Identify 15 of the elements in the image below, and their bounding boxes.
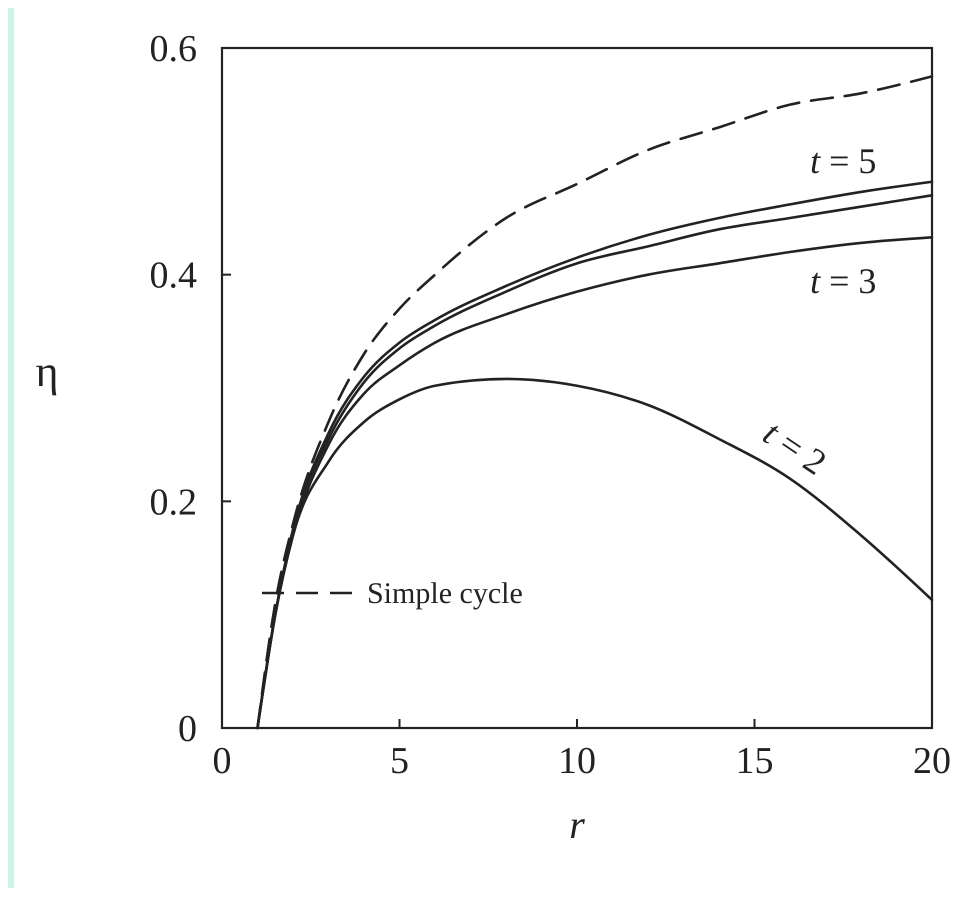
x-tick-label: 0: [212, 740, 232, 782]
x-tick-label: 10: [558, 740, 596, 782]
x-axis-title: r: [569, 802, 586, 847]
x-tick-label: 20: [913, 740, 951, 782]
y-axis-title: η: [35, 347, 59, 396]
x-tick-label: 5: [390, 740, 409, 782]
series-label: t = 5: [810, 141, 876, 182]
x-tick-label: 15: [736, 740, 774, 782]
y-tick-label: 0.6: [150, 28, 197, 70]
text: t = 2: [756, 412, 834, 483]
y-tick-label: 0: [178, 708, 197, 750]
series-label: t = 3: [810, 261, 876, 302]
y-tick-label: 0.4: [150, 254, 197, 297]
legend-label: Simple cycle: [367, 577, 523, 610]
y-tick-label: 0.2: [150, 481, 197, 524]
